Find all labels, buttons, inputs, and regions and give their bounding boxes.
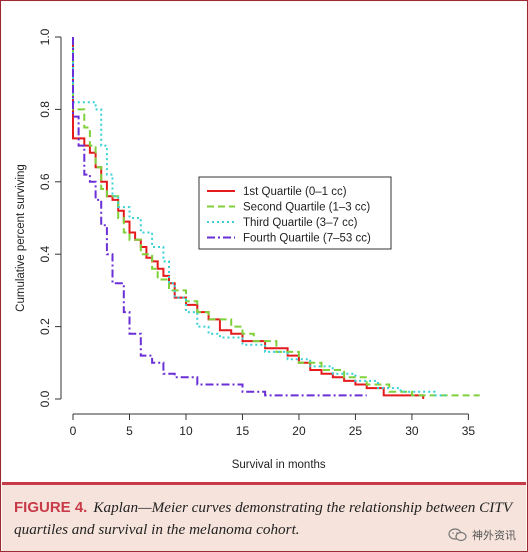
legend-label-2: Second Quartile (1–3 cc) — [243, 202, 370, 214]
caption-text: Kaplan—Meier curves demonstrating the re… — [14, 499, 512, 538]
y-tick-label: 0.6 — [38, 173, 52, 190]
x-tick-label: 0 — [70, 424, 77, 438]
x-tick-label: 5 — [126, 424, 133, 438]
x-tick-label: 30 — [405, 424, 419, 438]
x-tick-label: 15 — [236, 424, 250, 438]
caption-band: FIGURE 4. Kaplan—Meier curves demonstrati… — [2, 482, 526, 551]
series-line-2 — [72, 37, 480, 397]
x-tick-label: 35 — [462, 424, 476, 438]
legend-label-4: Fourth Quartile (7–53 cc) — [243, 233, 371, 245]
x-tick-label: 10 — [179, 424, 193, 438]
watermark-text: 神外资讯 — [472, 529, 516, 542]
legend-label-3: Third Quartile (3–7 cc) — [243, 217, 358, 229]
series-line-4 — [72, 37, 367, 397]
plot-area: 0 5 10 15 20 25 30 35 0.0 0.2 0.4 0.6 0.8 1.0 Survival… — [2, 2, 526, 482]
y-tick-label: 0.2 — [38, 318, 52, 335]
figure-caption: FIGURE 4. Kaplan—Meier curves demonstrati… — [14, 497, 514, 541]
y-tick-label: 1.0 — [38, 28, 52, 45]
y-axis-label: Cumulative percent surviving — [15, 164, 27, 312]
kaplan-meier-chart: 0 5 10 15 20 25 30 35 0.0 0.2 0.4 0.6 0.8 1.0 Survival… — [15, 28, 480, 471]
y-tick-label: 0.0 — [38, 390, 52, 407]
y-tick-label: 0.8 — [38, 101, 52, 118]
watermark: 神外资讯 — [448, 527, 516, 543]
x-tick-label: 25 — [349, 424, 363, 438]
x-tick-label: 20 — [292, 424, 306, 438]
y-tick-label: 0.4 — [38, 246, 52, 263]
figure-label: FIGURE 4. — [14, 499, 88, 516]
wechat-icon — [448, 528, 467, 542]
series-line-3 — [72, 37, 446, 397]
x-axis-label: Survival in months — [232, 459, 326, 471]
legend-label-1: 1st Quartile (0–1 cc) — [243, 186, 347, 198]
